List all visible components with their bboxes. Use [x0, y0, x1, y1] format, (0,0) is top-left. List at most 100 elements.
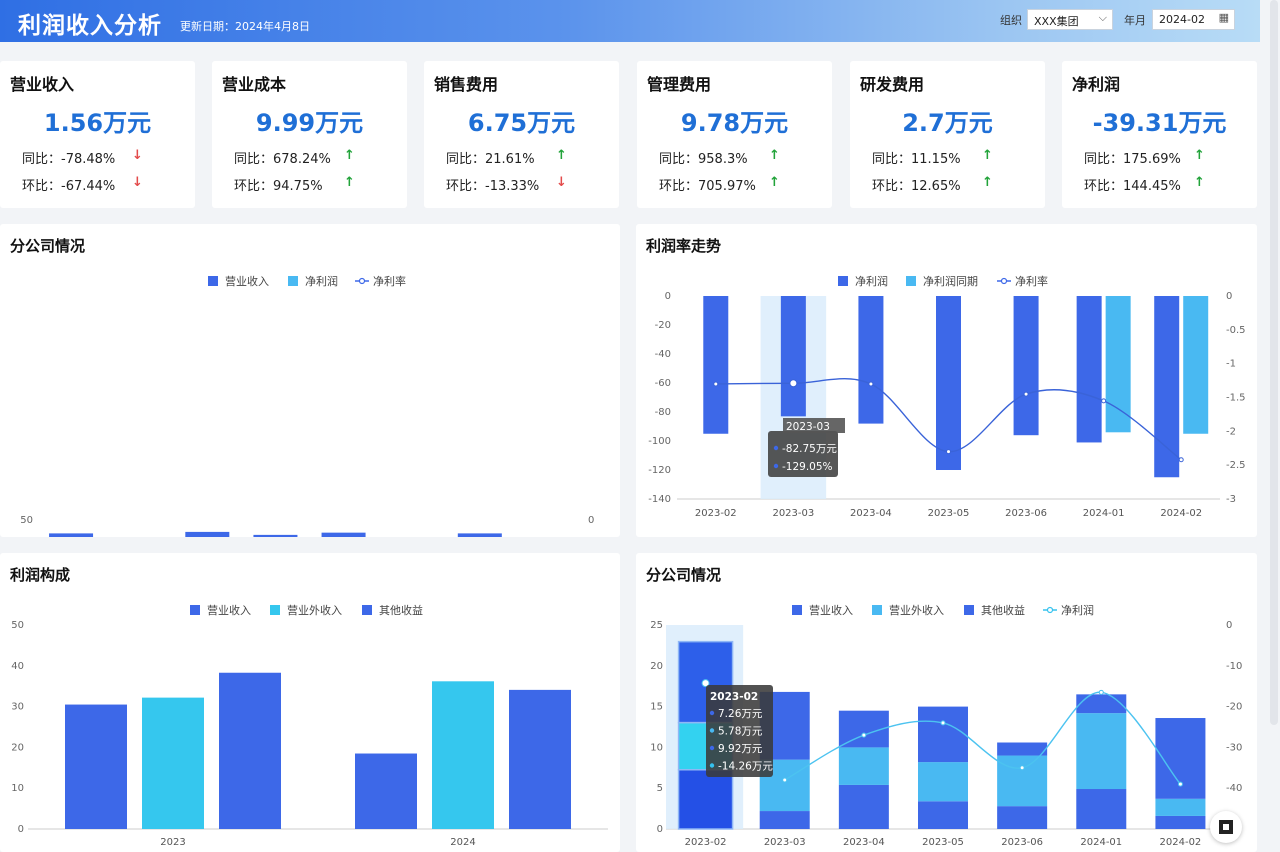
tooltip-dot — [773, 445, 779, 451]
kpi-yoy-text: 同比：958.3% — [659, 152, 748, 167]
legend-swatch — [906, 276, 916, 286]
y-axis-left-tick: 50 — [20, 515, 33, 526]
net-margin-point — [713, 381, 719, 387]
bar-net-profit — [1154, 296, 1180, 478]
kpi-yoy: 同比：-78.48% — [22, 148, 115, 167]
kpi-value: 9.78万元 — [680, 109, 789, 137]
net-margin-point — [789, 379, 798, 388]
x-tick-label: 2023-03 — [772, 508, 814, 519]
legend-swatch — [270, 605, 280, 615]
kpi-mom-text: 环比：-67.44% — [22, 179, 116, 194]
bar-other-income — [219, 672, 281, 829]
x-tick-label: 2023-03 — [764, 837, 806, 848]
kpi-yoy: 同比：958.3% — [659, 148, 748, 167]
bar-stack-segment — [1076, 713, 1127, 790]
kpi-title: 研发费用 — [860, 75, 925, 94]
branch-stacked-chart: 营业收入 营业外收入 其他收益 净利润 25 20 15 10 5 0 0 -10 -20 -30 -40 2… — [650, 603, 1242, 848]
scrollbar[interactable] — [1270, 0, 1278, 725]
bar-stack-segment — [918, 801, 968, 829]
legend-label: 净利润同期 — [923, 274, 978, 288]
net-profit-point — [1177, 781, 1183, 787]
legend-label: 营业外收入 — [287, 603, 342, 617]
bar-revenue — [355, 753, 417, 829]
tooltip-dot — [709, 745, 715, 751]
legend-dot-marker — [1046, 606, 1054, 614]
arrow-down-icon: ↓ — [132, 175, 143, 190]
y-axis-right-tick: -10 — [1226, 661, 1242, 672]
tooltip-dot — [709, 763, 715, 768]
net-margin-point — [1101, 398, 1107, 404]
profit-composition-chart: 营业收入 营业外收入 其他收益 50 40 30 20 10 0 2023 2024 — [11, 603, 608, 848]
org-select-value: XXX集团 — [1034, 15, 1079, 28]
x-tick-label: 2024-02 — [1160, 837, 1202, 848]
bar-revenue — [49, 533, 94, 537]
kpi-yoy-text: 同比：21.61% — [446, 152, 535, 167]
bar-stack-segment — [838, 747, 889, 785]
y-axis-left-tick: 0 — [665, 291, 671, 302]
y-axis-left-tick: 25 — [650, 620, 663, 631]
x-tick-label: 2024-01 — [1080, 837, 1122, 848]
x-tick-label: 2023 — [160, 837, 185, 848]
tooltip-line: -82.75万元 — [782, 443, 837, 455]
bar-net-profit — [780, 296, 806, 417]
tooltip-dot — [773, 463, 779, 469]
kpi-mom-text: 环比：94.75% — [234, 179, 323, 194]
x-tick-label: 2023-04 — [843, 837, 885, 848]
kpi-mom: 环比：144.45% — [1084, 175, 1181, 194]
kpi-yoy: 同比：175.69% — [1084, 148, 1181, 167]
arrow-up-icon: ↑ — [556, 148, 567, 163]
y-axis-left-tick: 15 — [650, 702, 663, 713]
page-title: 利润收入分析 — [18, 13, 162, 39]
x-tick-label: 2023-02 — [695, 508, 737, 519]
kpi-title: 管理费用 — [647, 75, 712, 94]
bar-stack-segment — [838, 784, 889, 829]
y-axis-left-tick: -80 — [655, 407, 671, 418]
kpi-title: 净利润 — [1072, 75, 1121, 94]
arrow-up-icon: ↑ — [1194, 148, 1205, 163]
kpi-yoy: 同比：678.24% — [234, 148, 331, 167]
arrow-up-icon: ↑ — [769, 148, 780, 163]
bar-net-profit — [1013, 296, 1039, 436]
qr-code-button[interactable] — [1210, 811, 1242, 843]
qr-code-icon — [1219, 820, 1233, 834]
kpi-mom-text: 环比：12.65% — [872, 179, 961, 194]
tooltip-box — [706, 685, 773, 777]
bar-stack-segment — [997, 755, 1048, 807]
y-axis-left-tick: 30 — [11, 702, 24, 713]
x-tick-label: 2024-01 — [1083, 508, 1125, 519]
net-profit-point — [782, 777, 788, 783]
arrow-down-icon: ↓ — [132, 148, 143, 163]
month-picker[interactable]: 2024-02 ▦ — [1152, 9, 1235, 30]
net-profit-point — [1019, 765, 1025, 771]
kpi-mom: 环比：94.75% — [234, 175, 323, 194]
arrow-up-icon: ↑ — [1194, 175, 1205, 190]
net-profit-point — [861, 732, 867, 738]
bar-non-operating — [142, 697, 204, 829]
y-axis-left-tick: -120 — [648, 465, 671, 476]
tooltip-dot — [709, 710, 715, 716]
branch-overview-chart: 营业收入净利润净利率500-50-100-150-2000-0.5-1-1.5-… — [20, 274, 594, 537]
x-tick-label: 2024-02 — [1160, 508, 1202, 519]
y-axis-right-tick: -20 — [1226, 702, 1242, 713]
legend-label: 净利润 — [1061, 603, 1094, 617]
y-axis-right-tick: -2 — [1226, 426, 1236, 437]
kpi-yoy-text: 同比：175.69% — [1084, 152, 1181, 167]
org-select[interactable]: XXX集团 ⌵ — [1027, 9, 1113, 30]
month-label: 年月 — [1124, 14, 1146, 27]
y-axis-right-tick: -30 — [1226, 742, 1242, 753]
kpi-mom: 环比：705.97% — [659, 175, 756, 194]
month-picker-value: 2024-02 — [1159, 13, 1205, 26]
bar-stack-segment — [1155, 798, 1206, 816]
arrow-up-icon: ↑ — [344, 148, 355, 163]
legend-label: 净利率 — [373, 274, 406, 288]
net-margin-point — [1178, 457, 1184, 463]
kpi-card: 营业收入 1.56万元 同比：-78.48% ↓ 环比：-67.44% ↓ — [0, 61, 195, 208]
y-axis-left-tick: -140 — [648, 494, 671, 505]
legend-label: 其他收益 — [379, 603, 423, 617]
kpi-title: 营业收入 — [10, 75, 75, 94]
bar-stack-segment — [997, 742, 1048, 756]
bar-revenue — [253, 534, 298, 537]
y-axis-right-tick: -2.5 — [1226, 460, 1246, 471]
y-axis-left-tick: -20 — [655, 320, 671, 331]
kpi-mom: 环比：-13.33% — [446, 175, 539, 194]
